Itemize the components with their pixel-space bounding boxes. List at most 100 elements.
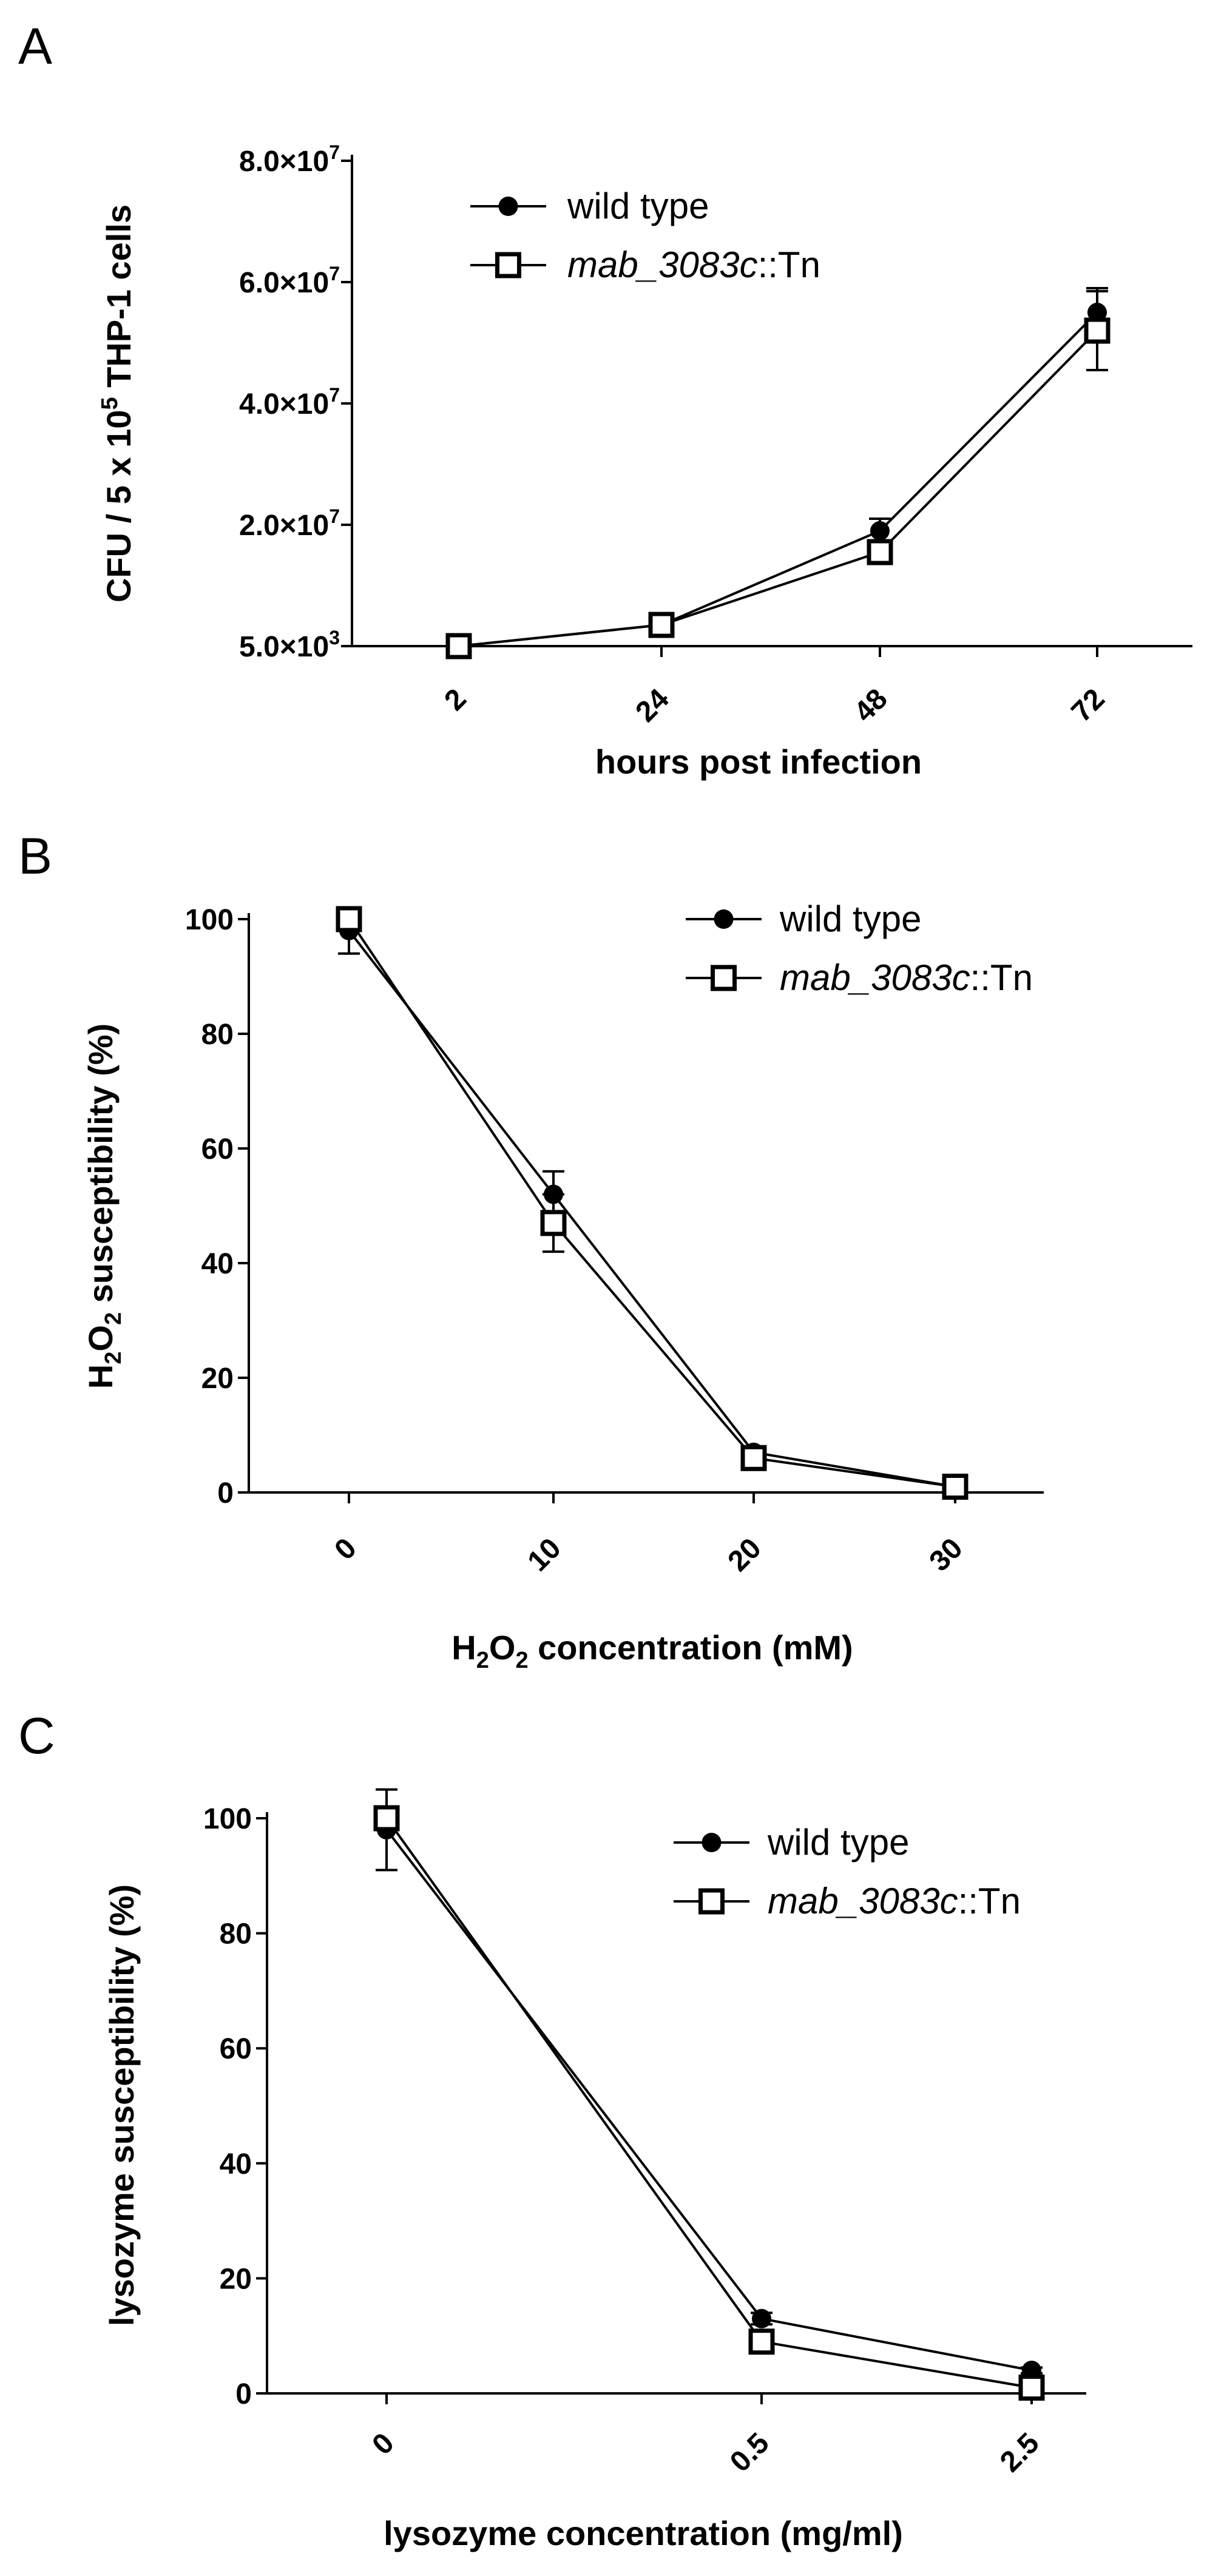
y-tick-label-exponent: 7	[329, 263, 340, 285]
x-tick-label: 20	[722, 1532, 768, 1577]
y-title-part: H	[81, 1364, 120, 1389]
x-tick-label: 0	[328, 1532, 362, 1566]
x-axis-title: H2O2 concentration (mM)	[451, 1628, 853, 1673]
y-tick-label: 6.0×107	[239, 263, 340, 299]
y-title-part: CFU / 5 x 10	[100, 410, 138, 602]
legend-label: wild type	[767, 1822, 909, 1863]
y-tick-label-base: 60	[201, 1133, 234, 1165]
legend-label-rest: ::Tn	[970, 957, 1033, 998]
y-title-subscript: 2	[101, 1312, 126, 1325]
series-line-mab-3083c-tn	[458, 329, 1098, 647]
y-tick-label: 100	[203, 1803, 252, 1835]
data-point-mab-3083c-tn	[740, 1445, 767, 1471]
data-point-mab-3083c-tn	[373, 1805, 400, 1832]
x-tick-label: 0.5	[724, 2427, 776, 2478]
data-point-mab-3083c-tn	[540, 1210, 567, 1236]
x-title-part: O	[489, 1628, 516, 1667]
legend-label-rest: ::Tn	[958, 1881, 1021, 1921]
y-tick-label-exponent: 7	[329, 384, 340, 406]
y-tick-label-exponent: 7	[329, 141, 340, 163]
y-tick-label: 5.0×103	[239, 627, 340, 663]
legend-marker-square	[698, 1888, 725, 1915]
panel-letter-c: C	[18, 1707, 55, 1764]
legend-label: mab_3083c::Tn	[567, 244, 820, 285]
data-point-mab-3083c-tn	[942, 1474, 969, 1500]
y-tick-label: 0	[217, 1477, 234, 1509]
y-title-subscript: 2	[101, 1352, 126, 1364]
data-point-mab-3083c-tn	[867, 539, 893, 565]
x-tick-label: 0	[366, 2427, 400, 2461]
x-title-part: H	[451, 1628, 476, 1667]
legend-marker-circle	[498, 197, 518, 216]
legend-label: wild type	[779, 899, 921, 939]
series-line-wild-type	[458, 311, 1098, 647]
data-point-wild-type	[752, 2308, 771, 2328]
y-tick-label-base: 0	[235, 2378, 252, 2410]
y-title-part: THP-1 cells	[100, 204, 138, 397]
y-tick-label: 40	[220, 2148, 252, 2180]
x-tick-label: 2	[438, 683, 472, 716]
legend-marker-circle	[714, 909, 734, 929]
y-tick-label-base: 100	[203, 1803, 252, 1835]
y-tick-label: 20	[220, 2263, 252, 2295]
y-tick-label-base: 40	[201, 1248, 234, 1280]
y-axis-title: CFU / 5 x 105 THP-1 cells	[97, 204, 138, 602]
legend-label: mab_3083c::Tn	[768, 1881, 1021, 1921]
y-tick-label: 8.0×107	[239, 141, 340, 178]
data-point-mab-3083c-tn	[336, 906, 362, 932]
chart-c: 0 20 40 60 80 100 0 0.5 2.5 lysozyme concentratio…	[103, 1788, 1086, 2552]
y-tick-label-base: 80	[201, 1019, 234, 1051]
y-tick-label-exponent: 7	[329, 505, 340, 527]
data-point-mab-3083c-tn	[1084, 317, 1111, 344]
y-tick-label: 60	[220, 2033, 252, 2065]
y-tick-label-base: 100	[185, 904, 234, 936]
legend-label-italic: mab_3083c	[567, 244, 758, 285]
y-tick-label-base: 4.0×10	[239, 388, 329, 420]
y-tick-label-base: 6.0×10	[239, 267, 329, 299]
y-tick-label-base: 8.0×10	[239, 146, 329, 178]
legend-label: wild type	[567, 186, 709, 226]
data-point-wild-type	[870, 521, 890, 541]
y-tick-label: 100	[185, 904, 234, 936]
y-tick-label-exponent: 3	[329, 627, 340, 649]
y-tick-label: 80	[220, 1918, 252, 1951]
x-tick-label: 72	[1066, 683, 1111, 728]
y-axis-title: H2O2 susceptibility (%)	[81, 1023, 126, 1389]
y-tick-label: 40	[201, 1248, 234, 1280]
y-title-superscript: 5	[97, 397, 123, 410]
panel-letter-a: A	[18, 18, 52, 75]
series-line-wild-type	[348, 929, 956, 1488]
legend-marker-square	[711, 965, 737, 991]
y-tick-label: 4.0×107	[239, 384, 340, 420]
y-tick-label: 20	[201, 1363, 234, 1395]
data-point-mab-3083c-tn	[648, 612, 675, 638]
x-tick-label: 10	[522, 1532, 567, 1577]
x-tick-label: 24	[630, 683, 675, 728]
y-tick-label-base: 2.0×10	[239, 510, 329, 542]
x-title-subscript: 2	[515, 1648, 528, 1673]
legend-marker-square	[495, 252, 521, 278]
y-tick-label-base: 40	[220, 2148, 252, 2180]
y-tick-label: 0	[235, 2378, 252, 2410]
data-point-mab-3083c-tn	[445, 633, 472, 659]
x-tick-label: 48	[848, 683, 894, 728]
legend-label-italic: mab_3083c	[780, 957, 970, 998]
series-line-mab-3083c-tn	[348, 918, 956, 1488]
x-tick-label: 30	[924, 1532, 969, 1577]
x-tick-label: 2.5	[994, 2427, 1046, 2478]
x-axis-title: lysozyme concentration (mg/ml)	[384, 2514, 903, 2552]
y-axis-title: lysozyme susceptibility (%)	[103, 1884, 141, 2326]
data-point-mab-3083c-tn	[1018, 2375, 1045, 2401]
x-title-subscript: 2	[476, 1648, 489, 1673]
panel-letter-b: B	[18, 828, 52, 885]
y-tick-label: 80	[201, 1019, 234, 1051]
legend-label-italic: mab_3083c	[768, 1881, 958, 1921]
y-tick-label-base: 0	[217, 1477, 234, 1509]
y-title-part: O	[81, 1325, 120, 1352]
x-title-part: concentration (mM)	[529, 1628, 853, 1667]
y-title-part: susceptibility (%)	[81, 1023, 120, 1312]
y-tick-label-base: 20	[201, 1363, 234, 1395]
